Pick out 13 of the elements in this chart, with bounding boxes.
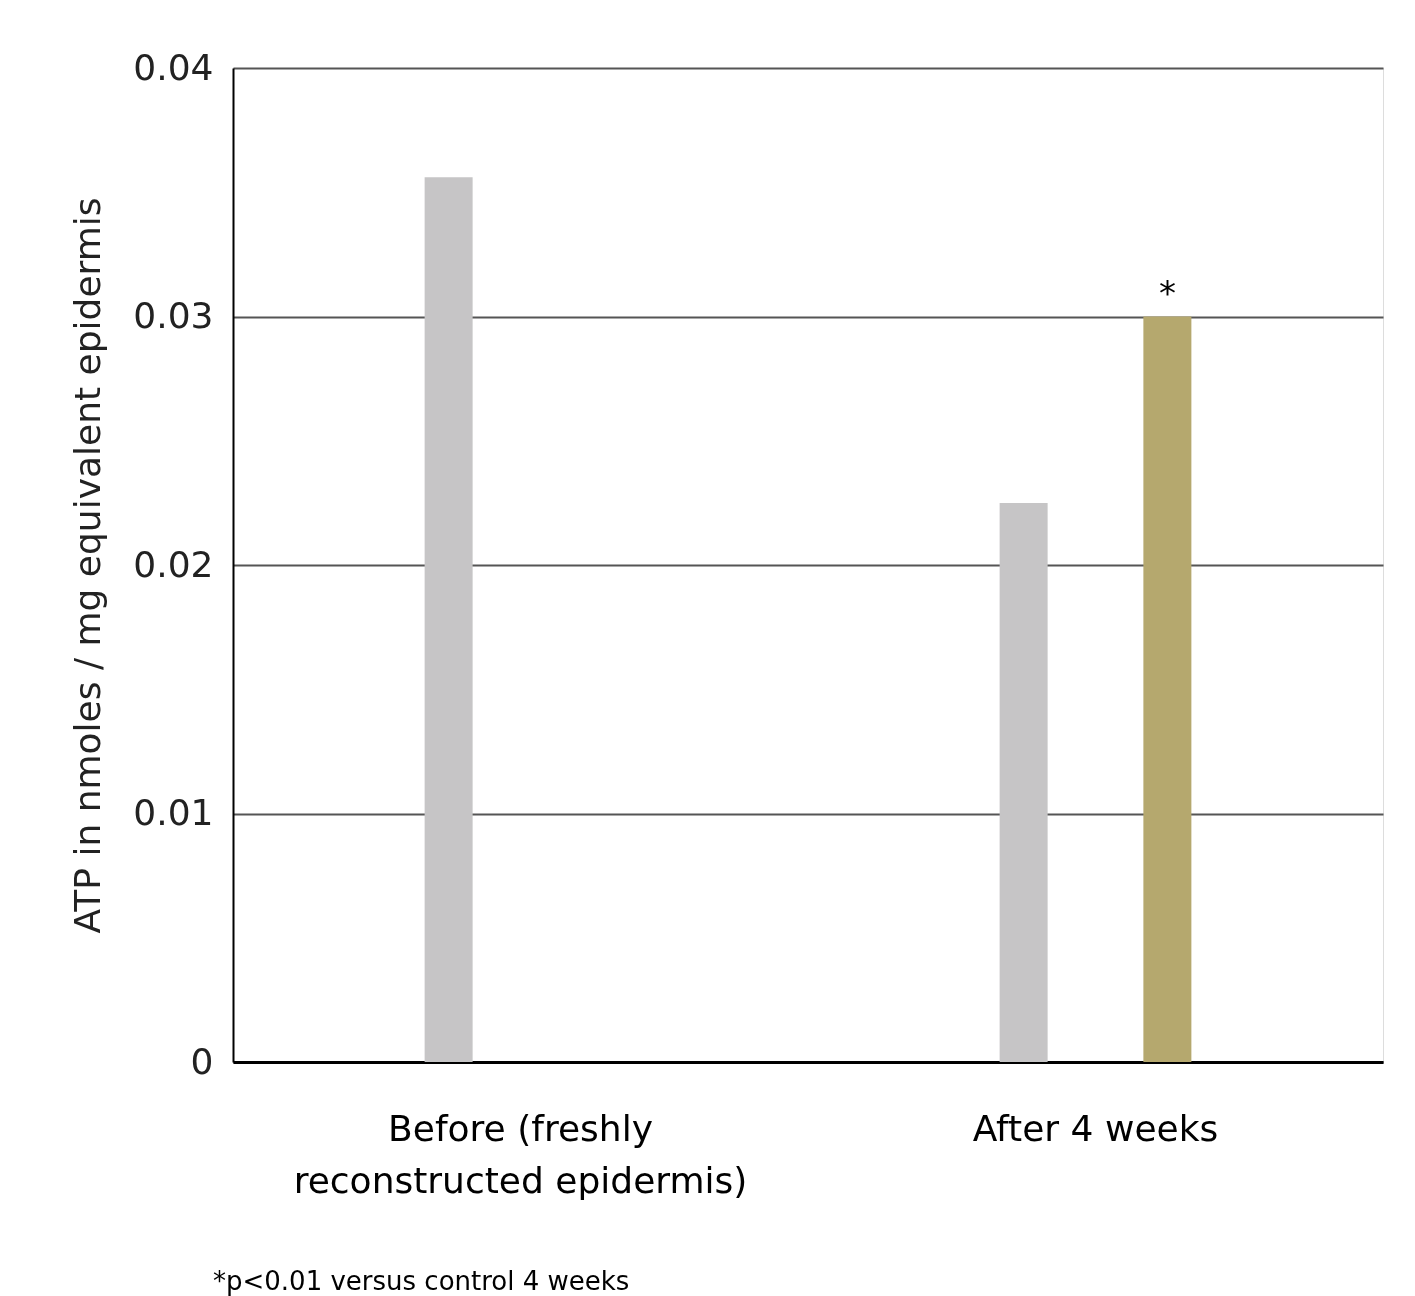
y-tick-label: 0.03	[133, 295, 214, 336]
bar	[999, 502, 1048, 1062]
annotation: *	[1158, 272, 1176, 313]
y-tick-label: 0.01	[133, 792, 214, 833]
bar	[424, 177, 473, 1062]
y-tick-label: 0.02	[133, 543, 214, 585]
text: *p<0.01 versus control 4 weeks	[213, 1266, 630, 1296]
y-tick-label: 0.04	[133, 46, 214, 88]
y-axis-title: ATP in nmoles / mg equivalent epidermis	[67, 197, 109, 934]
y-tick-label: 0	[190, 1040, 214, 1082]
x-tick-label: Before (freshly reconstructed epidermis)	[293, 1107, 748, 1201]
x-tick-label: After 4 weeks	[972, 1107, 1219, 1149]
bar	[1143, 316, 1192, 1062]
